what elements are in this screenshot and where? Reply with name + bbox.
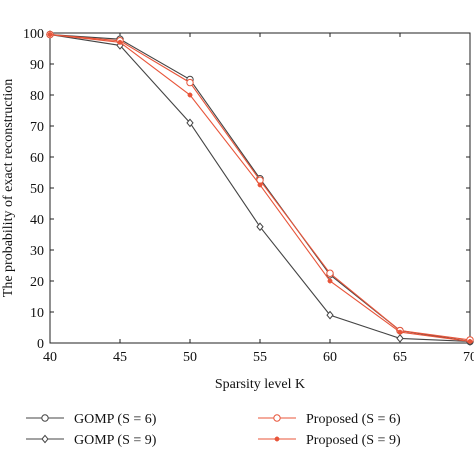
series-line (49, 34, 471, 342)
x-tick-label: 55 (253, 350, 267, 365)
y-tick-label: 100 (23, 27, 44, 42)
axis-ticks: 40 45 50 55 60 65 70 0 10 20 30 40 50 60 70 80 90 100 (23, 27, 474, 365)
data-point (47, 32, 53, 37)
series-layer (46, 30, 474, 346)
legend-label: GOMP (S = 9) (74, 433, 157, 448)
x-axis-title: Sparsity level K (215, 377, 305, 392)
x-tick-label: 60 (323, 350, 337, 365)
y-tick-label: 90 (30, 58, 44, 73)
data-point (41, 434, 49, 444)
y-tick-label: 80 (30, 89, 44, 104)
y-tick-label: 70 (30, 120, 44, 135)
y-tick-label: 30 (30, 244, 44, 259)
x-tick-label: 65 (393, 350, 407, 365)
y-tick-label: 0 (37, 337, 44, 352)
legend: GOMP (S = 6) GOMP (S = 9) Proposed (S = 6)… (26, 412, 401, 448)
data-point (327, 278, 333, 284)
y-tick-label: 40 (30, 213, 44, 228)
data-point (186, 78, 194, 87)
data-point (186, 118, 194, 128)
data-point (397, 329, 403, 335)
x-tick-label: 45 (113, 350, 127, 365)
data-point (326, 310, 334, 320)
x-tick-label: 50 (183, 350, 197, 365)
y-tick-label: 60 (30, 151, 44, 166)
series-line (49, 34, 471, 342)
series-gomp-s-9 (46, 30, 474, 346)
series-line (49, 34, 471, 342)
y-tick-label: 50 (30, 182, 44, 197)
data-point (467, 339, 473, 344)
x-tick-label: 70 (463, 350, 474, 365)
x-tick-label: 40 (43, 350, 57, 365)
legend-item: GOMP (S = 6) (26, 412, 157, 427)
series-gomp-s-6 (46, 30, 474, 346)
legend-label: Proposed (S = 9) (306, 433, 401, 448)
legend-item: Proposed (S = 9) (258, 433, 401, 448)
data-point (326, 269, 334, 277)
plot-area-frame (49, 32, 471, 344)
data-point (274, 436, 280, 442)
legend-item: Proposed (S = 6) (258, 412, 401, 427)
data-point (273, 414, 281, 422)
legend-label: GOMP (S = 6) (74, 412, 157, 427)
y-tick-label: 10 (30, 306, 44, 321)
y-axis-title: The probability of exact reconstruction (1, 79, 16, 297)
data-point (257, 182, 263, 188)
legend-label: Proposed (S = 6) (306, 412, 401, 427)
series-proposed-s-9 (47, 32, 473, 344)
data-point (396, 333, 404, 343)
data-point (187, 92, 193, 98)
data-point (41, 414, 49, 422)
y-tick-label: 20 (30, 275, 44, 290)
data-point (256, 222, 264, 232)
data-point (117, 39, 123, 45)
legend-item: GOMP (S = 9) (26, 433, 157, 448)
